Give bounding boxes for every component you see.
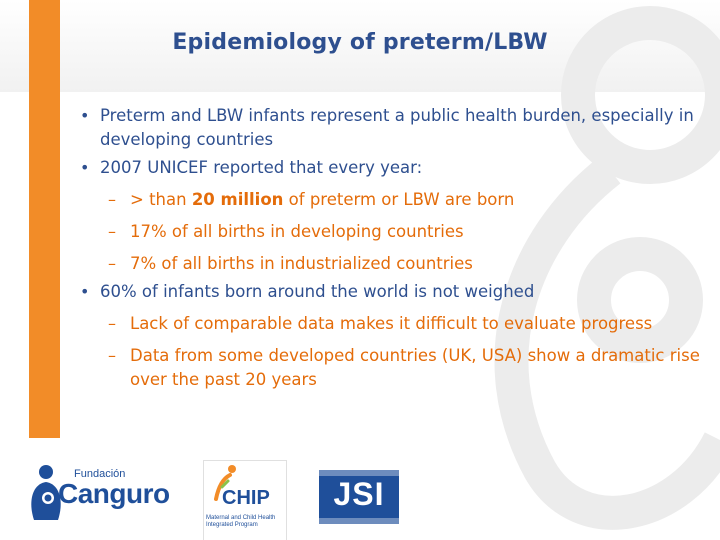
sub-bullet-item: – > than 20 million of preterm or LBW ar… bbox=[60, 188, 700, 212]
sub-bullet-item: – 17% of all births in developing countr… bbox=[60, 220, 700, 244]
sub-bullet-text: Data from some developed countries (UK, … bbox=[130, 346, 700, 389]
kangaroo-mother-icon bbox=[31, 465, 61, 520]
jsi-logo-background bbox=[319, 470, 399, 524]
chip-figure-icon bbox=[214, 465, 236, 501]
jsi-logo: JSI bbox=[319, 470, 399, 524]
bullet-dot-icon: • bbox=[80, 282, 90, 301]
jsi-logo-name: JSI bbox=[333, 476, 385, 512]
slide-title: Epidemiology of preterm/LBW bbox=[172, 30, 548, 55]
bullet-dot-icon: • bbox=[80, 106, 90, 125]
accent-bar bbox=[29, 0, 60, 438]
bullet-item: • 2007 UNICEF reported that every year: bbox=[60, 156, 700, 180]
dash-icon: – bbox=[108, 190, 116, 209]
dash-icon: – bbox=[108, 314, 116, 333]
bullet-text: Preterm and LBW infants represent a publ… bbox=[100, 106, 694, 149]
sub-bullet-text: Lack of comparable data makes it difficu… bbox=[130, 314, 653, 333]
chip-logo-subtitle: Maternal and Child Health Integrated Pro… bbox=[206, 515, 276, 528]
sub-bullet-prefix: > than bbox=[130, 190, 192, 209]
chip-logo-name: CHIP bbox=[222, 487, 270, 509]
sub-bullet-text: 17% of all births in developing countrie… bbox=[130, 222, 464, 241]
logo-text-big: Canguro bbox=[58, 478, 170, 509]
bullet-item: • Preterm and LBW infants represent a pu… bbox=[60, 104, 700, 152]
sub-bullet-text: 7% of all births in industrialized count… bbox=[130, 254, 473, 273]
logo-text-small: Fundación bbox=[74, 468, 126, 480]
sub-bullet-item: – 7% of all births in industrialized cou… bbox=[60, 252, 700, 276]
dash-icon: – bbox=[108, 222, 116, 241]
dash-icon: – bbox=[108, 254, 116, 273]
bullet-list: • Preterm and LBW infants represent a pu… bbox=[60, 100, 700, 392]
chip-logo: CHIP Maternal and Child Health Integrate… bbox=[203, 460, 287, 540]
bullet-item: • 60% of infants born around the world i… bbox=[60, 280, 700, 304]
sub-bullet-item: – Data from some developed countries (UK… bbox=[60, 344, 700, 392]
fundacion-canguro-logo: Fundación Canguro bbox=[28, 462, 178, 522]
bullet-text: 2007 UNICEF reported that every year: bbox=[100, 158, 423, 177]
sub-bullet-suffix: of preterm or LBW are born bbox=[283, 190, 515, 209]
dash-icon: – bbox=[108, 346, 116, 365]
bullet-dot-icon: • bbox=[80, 158, 90, 177]
logo-strip: Fundación Canguro CHIP Maternal and Chil… bbox=[0, 458, 720, 540]
bullet-text: 60% of infants born around the world is … bbox=[100, 282, 535, 301]
sub-bullet-item: – Lack of comparable data makes it diffi… bbox=[60, 312, 700, 336]
sub-bullet-bold: 20 million bbox=[191, 190, 284, 209]
